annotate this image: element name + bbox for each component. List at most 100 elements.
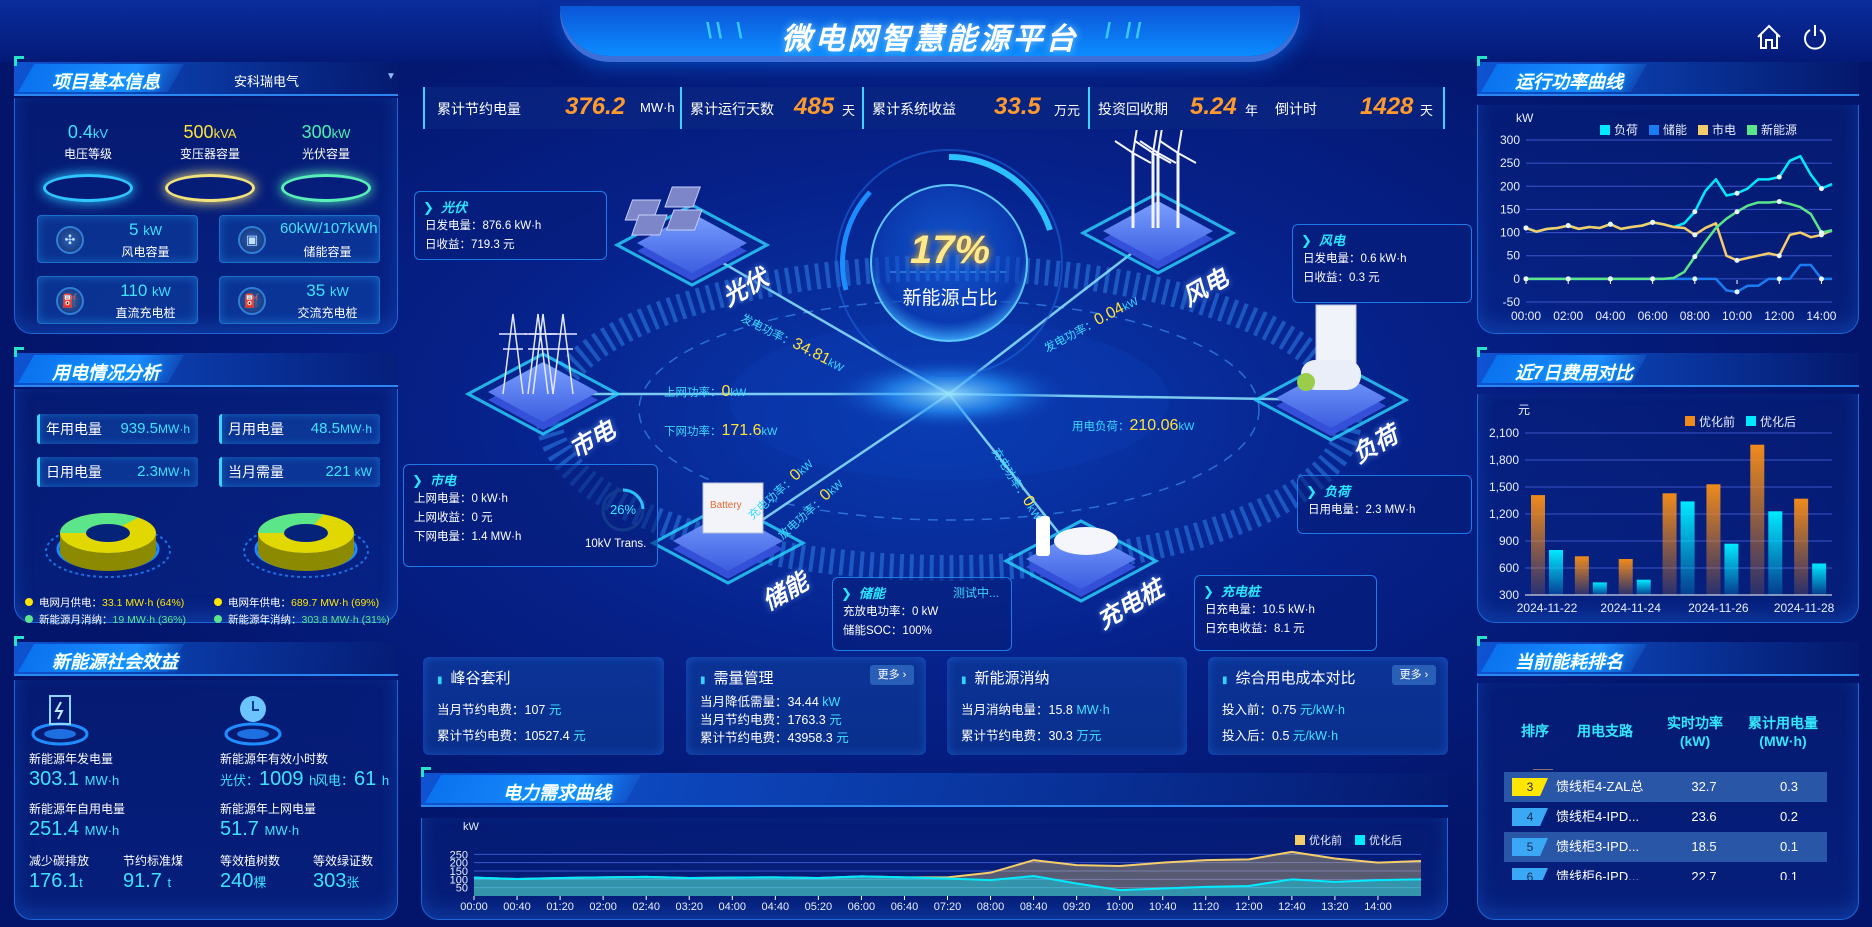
certs-value: 303张	[313, 870, 360, 892]
kpi-countdown-label: 倒计时	[1275, 101, 1317, 117]
panel-title: 新能源社会效益	[52, 652, 178, 672]
center-disc	[829, 358, 1069, 430]
battery-logo: Battery	[710, 500, 742, 511]
table-row[interactable]: 6 馈线柜6-IPD... 22.7 0.1	[1504, 862, 1827, 880]
donut-side	[60, 533, 156, 571]
card-peak-valley: 峰谷套利 当月节约电费：107 元 累计节约电费：10527.4 元	[423, 657, 664, 755]
power-tower-icon	[529, 313, 557, 395]
wind-turbine-icon: ✣	[56, 226, 84, 254]
carbon-label: 减少碳排放	[29, 854, 90, 868]
title-banner	[560, 6, 1300, 56]
power-curve-header: 运行功率曲线	[1477, 56, 1859, 96]
flow-load: 用电负荷：210.06kW	[1072, 417, 1195, 434]
ranking-header: 当前能耗排名	[1477, 636, 1859, 676]
flow-grid-up: 上网功率：0kW	[664, 383, 747, 400]
clock-icon	[224, 696, 282, 746]
node-platform-pv	[613, 203, 771, 287]
kpi-revenue: 累计系统收益 33.5 万元	[862, 87, 1088, 129]
power-icon[interactable]	[1800, 22, 1830, 52]
stat-month-usage: 月用电量 48.5MW·h	[219, 414, 380, 444]
trees-label: 等效植树数	[220, 854, 281, 868]
solar-panel-icon	[631, 214, 668, 236]
node-platform-storage	[649, 501, 807, 585]
certs-label: 等效绿证数	[313, 854, 374, 868]
pedestal-pv: 300kW 光伏容量	[276, 122, 376, 202]
legend-grid-month: 电网月供电：33.1 MW·h (64%)	[25, 595, 184, 610]
self-use-value: 251.4 MW·h	[29, 818, 120, 840]
solar-panel-icon	[665, 209, 703, 231]
energy-panel-icon	[31, 695, 89, 746]
table-row[interactable]: 5 馈线柜3-IPD... 18.5 0.1	[1504, 832, 1827, 862]
trees-value: 240棵	[220, 870, 267, 892]
energy-flow-diagram: Battery	[464, 130, 1410, 603]
pv-hours-value: 光伏：1009 h	[220, 768, 317, 790]
charger-icon: ⛽	[56, 287, 84, 315]
stat-month-demand: 当月需量 221 kW	[219, 457, 380, 487]
ranking-col-power: 实时功率 (kW)	[1667, 715, 1723, 749]
grid-feed-value: 51.7 MW·h	[220, 818, 300, 840]
pedestal-voltage: 0.4kV 电压等级	[38, 122, 138, 202]
demand-curve-header: 电力需求曲线	[421, 767, 1448, 807]
kpi-countdown-value: 1428	[1360, 93, 1414, 120]
company-select[interactable]: 安科瑞电气 ▼	[234, 71, 404, 90]
cost-compare-panel	[1477, 394, 1859, 623]
table-row[interactable]: 4 馈线柜4-IPD... 23.6 0.2	[1504, 802, 1827, 832]
divider	[1533, 769, 1553, 770]
kpi-saved-energy: 累计节约电量 376.2 MW·h	[423, 87, 680, 129]
transformer-load-value: 26%	[609, 502, 637, 517]
panel-title: 用电情况分析	[52, 363, 160, 383]
project-info-header: 项目基本信息 安科瑞电气 ▼	[14, 56, 398, 96]
center-sphere-halo	[835, 149, 1063, 377]
stat-day-usage: 日用电量 2.3MW·h	[37, 457, 198, 487]
legend-grid-year: 电网年供电：689.7 MW·h (69%)	[214, 595, 379, 610]
car-icon	[1054, 527, 1118, 555]
coal-value: 91.7 t	[123, 870, 172, 892]
flow-grid-down: 下网功率：171.6kW	[664, 422, 778, 439]
social-header: 新能源社会效益	[14, 636, 398, 676]
more-button[interactable]: 更多 ›	[870, 665, 914, 685]
kpi-payback: 投资回收期 5.24 年 倒计时 1428 天	[1088, 87, 1445, 129]
renewable-ratio-value: 17%	[909, 228, 991, 272]
table-row[interactable]: 3 馈线柜4-ZAL总 32.7 0.3	[1504, 772, 1827, 802]
effective-hours-label: 新能源年有效小时数	[220, 752, 329, 766]
home-icon[interactable]	[1754, 22, 1784, 52]
usage-panel: 年用电量 939.5MW·h 月用电量 48.5MW·h 日用电量 2.3MW·h 当…	[14, 389, 398, 626]
battery-container-icon	[702, 482, 764, 534]
wind-hours-value: 风电：61 h	[315, 768, 390, 790]
transformer-label: 10kV Trans.	[585, 538, 647, 550]
more-button[interactable]: 更多 ›	[1392, 665, 1436, 685]
renewable-ratio-label: 新能源占比	[902, 288, 998, 309]
pedestal-transformer: 500kVA 变压器容量	[160, 122, 260, 202]
center-sphere	[870, 184, 1028, 342]
corner-decoration	[14, 56, 24, 66]
grid-feed-label: 新能源年上网电量	[220, 802, 317, 816]
company-select-value: 安科瑞电气	[234, 74, 300, 89]
donut-side	[258, 533, 354, 571]
transformer-load-gauge	[601, 488, 645, 532]
donut-chart-month	[45, 513, 171, 578]
power-tower-icon	[499, 313, 527, 395]
charger-pile-icon	[1036, 516, 1050, 556]
ranking-col-rank: 排序	[1521, 723, 1549, 739]
stat-year-usage: 年用电量 939.5MW·h	[37, 414, 198, 444]
page-title: 微电网智慧能源平台	[781, 23, 1079, 56]
storage-status: 测试中...	[952, 586, 999, 600]
donut-chart-year	[243, 513, 369, 578]
panel-title: 项目基本信息	[52, 72, 160, 92]
donut-base-ring	[45, 524, 171, 578]
self-use-label: 新能源年自用电量	[29, 802, 126, 816]
title-decoration-left: \\ \	[706, 18, 747, 43]
donut-slice-renewable	[60, 513, 139, 533]
chevron-down-icon: ▼	[386, 71, 396, 82]
ranking-col-branch: 用电支路	[1577, 723, 1633, 739]
social-panel: 新能源年发电量 303.1 MW·h 新能源年有效小时数 光伏：1009 h 风…	[14, 680, 398, 920]
kpi-strip: 累计节约电量 376.2 MW·h 累计运行天数 485 天 累计系统收益 33.5 万元 …	[423, 87, 1445, 129]
kpi-run-days: 累计运行天数 485 天	[680, 87, 862, 129]
donut-hole	[86, 524, 130, 542]
annual-gen-value: 303.1 MW·h	[29, 768, 120, 790]
